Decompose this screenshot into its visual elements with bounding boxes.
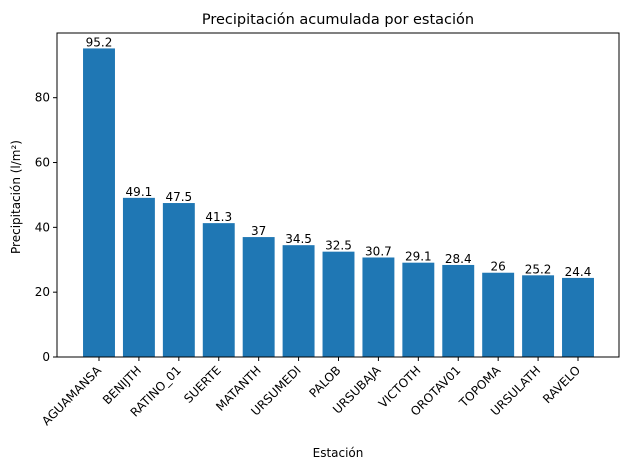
data-label: 47.5 [165,190,192,204]
bar-ursumedi [282,245,315,357]
y-tick-label: 0 [42,350,50,364]
y-tick-label: 60 [35,156,50,170]
bar-victoth [402,262,435,357]
bar-matanth [242,237,275,357]
y-tick-label: 40 [35,220,50,234]
chart-title: Precipitación acumulada por estación [202,12,474,28]
x-axis-title: Estación [313,446,364,460]
data-label: 24.4 [565,265,592,279]
data-label: 32.5 [325,239,352,253]
bar-ursubaja [362,257,395,357]
x-tick-label: RAVELO [540,363,583,406]
x-tick-label: AGUAMANSA [39,363,105,429]
data-label: 49.1 [126,185,153,199]
y-tick-label: 80 [35,91,50,105]
bar-aguamansa [83,48,115,358]
data-label: 37 [251,224,266,238]
data-label: 28.4 [445,252,472,266]
data-label: 34.5 [285,232,312,246]
bar-orotav01 [442,264,475,357]
y-axis-title: Precipitación (l/m²) [9,140,23,254]
data-label: 30.7 [365,244,392,258]
bar-ursulath [522,275,555,357]
x-tick-label: PALOB [306,363,343,400]
x-axis: AGUAMANSABENIJTHRATINO_01SUERTEMATANTHUR… [39,357,583,428]
bars-layer [83,48,594,358]
y-tick-label: 20 [35,285,50,299]
bar-benijth [122,197,155,357]
bar-palob [322,251,355,357]
plot-frame [56,32,620,358]
data-label: 29.1 [405,250,432,264]
bar-ravelo [562,277,594,357]
bar-suerte [202,223,235,357]
data-label: 95.2 [86,35,113,49]
data-label: 26 [491,260,506,274]
bar-ratino-01 [162,203,195,357]
data-label: 41.3 [205,210,232,224]
data-labels-layer: 95.2 49.1 47.5 41.3 37 34.5 32.5 30.7 29.1 28.4 26… [86,35,592,278]
y-axis: 0 20 40 60 80 [35,91,57,364]
bar-topoma [482,272,515,357]
data-label: 25.2 [525,262,552,276]
